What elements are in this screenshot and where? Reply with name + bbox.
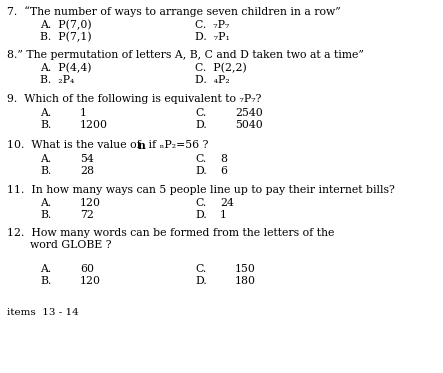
Text: D.: D. [195,120,207,130]
Text: 9.  Which of the following is equivalent to ₇P₇?: 9. Which of the following is equivalent … [7,94,261,104]
Text: B.  ₂P₄: B. ₂P₄ [40,75,74,85]
Text: D.: D. [195,276,207,286]
Text: 54: 54 [80,154,94,164]
Text: A.  P(7,0): A. P(7,0) [40,20,92,30]
Text: 120: 120 [80,276,101,286]
Text: 120: 120 [80,198,101,208]
Text: B.: B. [40,166,51,176]
Text: 11.  In how many ways can 5 people line up to pay their internet bills?: 11. In how many ways can 5 people line u… [7,185,395,195]
Text: 5040: 5040 [235,120,263,130]
Text: 2540: 2540 [235,108,263,118]
Text: 1: 1 [80,108,87,118]
Text: C.: C. [195,108,206,118]
Text: B.: B. [40,120,51,130]
Text: 150: 150 [235,264,256,274]
Text: n: n [138,140,146,151]
Text: items  13 - 14: items 13 - 14 [7,308,79,317]
Text: C.: C. [195,198,206,208]
Text: D.  ₄P₂: D. ₄P₂ [195,75,230,85]
Text: B.: B. [40,210,51,220]
Text: if ₙP₂=56 ?: if ₙP₂=56 ? [145,140,208,150]
Text: 180: 180 [235,276,256,286]
Text: 60: 60 [80,264,94,274]
Text: 72: 72 [80,210,94,220]
Text: word GLOBE ?: word GLOBE ? [30,240,112,250]
Text: 10.  What is the value of: 10. What is the value of [7,140,144,150]
Text: 7.  “The number of ways to arrange seven children in a row”: 7. “The number of ways to arrange seven … [7,6,341,17]
Text: 6: 6 [220,166,227,176]
Text: C.: C. [195,264,206,274]
Text: D.: D. [195,166,207,176]
Text: D.  ₇P₁: D. ₇P₁ [195,32,230,42]
Text: 1200: 1200 [80,120,108,130]
Text: C.: C. [195,154,206,164]
Text: A.: A. [40,198,51,208]
Text: 12.  How many words can be formed from the letters of the: 12. How many words can be formed from th… [7,228,334,238]
Text: C.  P(2,2): C. P(2,2) [195,63,247,73]
Text: D.: D. [195,210,207,220]
Text: 1: 1 [220,210,227,220]
Text: 28: 28 [80,166,94,176]
Text: C.  ₇P₇: C. ₇P₇ [195,20,229,30]
Text: A.: A. [40,264,51,274]
Text: B.: B. [40,276,51,286]
Text: 8: 8 [220,154,227,164]
Text: A.: A. [40,154,51,164]
Text: 8.” The permutation of letters A, B, C and D taken two at a time”: 8.” The permutation of letters A, B, C a… [7,50,364,60]
Text: 24: 24 [220,198,234,208]
Text: A.: A. [40,108,51,118]
Text: A.  P(4,4): A. P(4,4) [40,63,92,73]
Text: B.  P(7,1): B. P(7,1) [40,32,92,43]
